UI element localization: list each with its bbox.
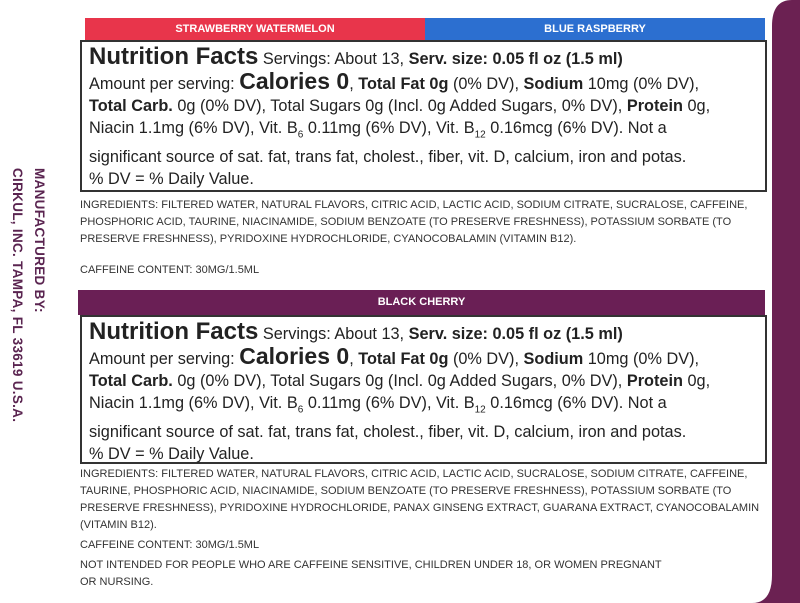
ingredients: INGREDIENTS: FILTERED WATER, NATURAL FLA… [80, 199, 748, 245]
nutrition-text: (0% DV), [452, 350, 519, 368]
flavor-tab: BLUE RASPBERRY [425, 18, 765, 40]
nutrition-text: Calories 0 [239, 343, 350, 369]
nutrition-text: Total Fat 0g [358, 350, 449, 368]
nutrition-text: 0.11mg (6% DV), Vit. B [307, 394, 475, 412]
nutrition-text: 0g (0% DV), Total Sugars 0g (Incl. 0g Ad… [177, 372, 623, 390]
nutrition-text: significant source of sat. fat, trans fa… [89, 423, 687, 442]
nutrition-text: Niacin 1.1mg (6% DV), Vit. B [89, 119, 298, 137]
ingredients: INGREDIENTS: FILTERED WATER, NATURAL FLA… [80, 468, 760, 531]
nutrition-text: Servings: About 13, [262, 50, 405, 68]
nutrition-text: 0g, [687, 372, 711, 390]
nutrition-box: Nutrition Facts Servings: About 13, Serv… [80, 40, 767, 192]
nutrition-text: , [349, 350, 354, 368]
nutrition-text: Serv. size: 0.05 fl oz (1.5 ml) [408, 325, 623, 343]
frame-edge [752, 0, 800, 603]
nutrition-text: 0.11mg (6% DV), Vit. B [307, 119, 475, 137]
nutrition-text: Niacin 1.1mg (6% DV), Vit. B [89, 394, 298, 412]
nutrition-title: Nutrition Facts [89, 43, 259, 70]
nutrition-text: 10mg (0% DV), [587, 350, 700, 368]
nutrition-text: Servings: About 13, [262, 325, 405, 343]
nutrition-text: 12 [474, 404, 486, 416]
caffeine: CAFFEINE CONTENT: 30MG/1.5ML [80, 539, 260, 551]
nutrition-text: % DV = % Daily Value. [89, 445, 254, 464]
nutrition-text: Protein [626, 97, 683, 115]
manufacturer: MANUFACTURED BY: CIRKUL, INC. TAMPA, FL … [6, 168, 50, 468]
nutrition-text: Serv. size: 0.05 fl oz (1.5 ml) [408, 50, 623, 68]
nutrition-text: Total Carb. [89, 372, 173, 390]
nutrition-text: Sodium [523, 75, 584, 93]
nutrition-text: % DV = % Daily Value. [89, 170, 254, 189]
nutrition-text: Calories 0 [239, 68, 350, 94]
nutrition-text: 12 [474, 129, 486, 141]
nutrition-box: Nutrition Facts Servings: About 13, Serv… [80, 315, 767, 464]
nutrition-text: 0.16mcg (6% DV). Not a [490, 119, 667, 137]
nutrition-text: Amount per serving: [89, 75, 235, 93]
nutrition-text: Total Fat 0g [358, 75, 449, 93]
nutrition-text: Amount per serving: [89, 350, 235, 368]
warning: NOT INTENDED FOR PEOPLE WHO ARE CAFFEINE… [80, 559, 662, 588]
manufacturer-line: MANUFACTURED BY: [32, 168, 47, 313]
nutrition-text: , [349, 75, 354, 93]
nutrition-text: 0.16mcg (6% DV). Not a [490, 394, 667, 412]
nutrition-text: 6 [297, 129, 304, 141]
flavor-tab: BLACK CHERRY [78, 290, 765, 315]
nutrition-text: 6 [297, 404, 304, 416]
nutrition-text: Total Carb. [89, 97, 173, 115]
flavor-tab: STRAWBERRY WATERMELON [85, 18, 425, 40]
manufacturer-line: CIRKUL, INC. TAMPA, FL 33619 U.S.A. [10, 168, 25, 423]
nutrition-text: 10mg (0% DV), [587, 75, 700, 93]
nutrition-text: significant source of sat. fat, trans fa… [89, 148, 687, 167]
nutrition-text: Sodium [523, 350, 584, 368]
caffeine: CAFFEINE CONTENT: 30MG/1.5ML [80, 264, 260, 276]
nutrition-text: Protein [626, 372, 683, 390]
nutrition-text: 0g (0% DV), Total Sugars 0g (Incl. 0g Ad… [177, 97, 623, 115]
nutrition-text: 0g, [687, 97, 711, 115]
nutrition-text: (0% DV), [452, 75, 519, 93]
nutrition-title: Nutrition Facts [89, 318, 259, 345]
